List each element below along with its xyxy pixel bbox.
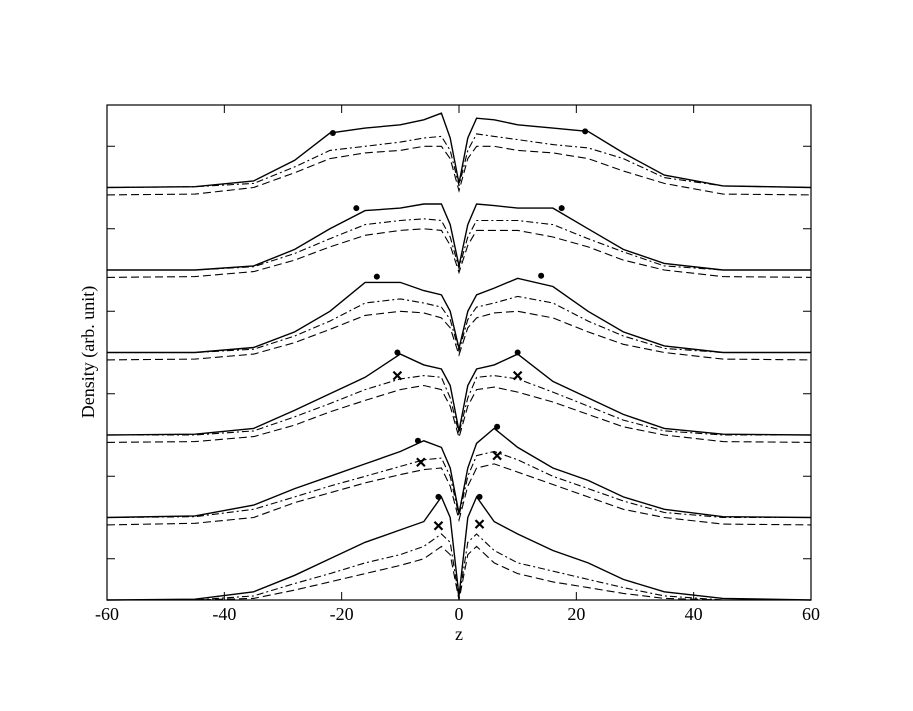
x-tick-label: -40 <box>212 604 236 624</box>
peak-dot <box>435 493 442 500</box>
density-curve <box>107 277 811 354</box>
peak-dot <box>494 423 501 430</box>
cross-marker <box>492 450 502 461</box>
density-curve <box>107 545 811 601</box>
cross-marker <box>416 457 426 468</box>
peak-dot <box>353 205 360 212</box>
x-tick-label: 20 <box>567 604 585 624</box>
peak-dot <box>476 493 483 500</box>
cross-marker <box>474 519 485 529</box>
x-tick-label: 60 <box>802 604 820 624</box>
density-curve <box>107 295 811 354</box>
x-axis-label: z <box>455 624 463 644</box>
density-curve <box>106 228 812 278</box>
x-tick-label: 40 <box>685 604 703 624</box>
peak-dot <box>394 349 401 356</box>
peak-dot <box>582 128 589 135</box>
cross-marker <box>433 520 444 531</box>
peak-dot <box>414 437 421 444</box>
x-tick-label: 0 <box>455 604 464 624</box>
density-curve <box>106 310 812 361</box>
cross-marker <box>392 370 403 381</box>
y-axis-label: Density (arb. unit) <box>78 286 99 418</box>
density-curve <box>107 375 811 436</box>
density-curve <box>106 353 812 436</box>
density-curve <box>106 112 812 189</box>
density-curve <box>106 450 811 519</box>
density-curve <box>106 133 812 189</box>
peak-dot <box>329 130 336 137</box>
density-curve <box>106 427 812 519</box>
x-tick-label: -20 <box>330 604 354 624</box>
x-tick-label: -60 <box>95 604 119 624</box>
density-curve <box>106 463 812 526</box>
density-curve <box>106 145 812 196</box>
peak-dot <box>558 205 565 212</box>
density-curve <box>107 533 811 601</box>
density-curve <box>107 203 811 271</box>
density-curve <box>107 218 811 271</box>
peak-dot <box>538 272 545 279</box>
cross-marker <box>512 370 523 381</box>
peak-dot <box>514 349 521 356</box>
peak-dot <box>373 273 380 280</box>
